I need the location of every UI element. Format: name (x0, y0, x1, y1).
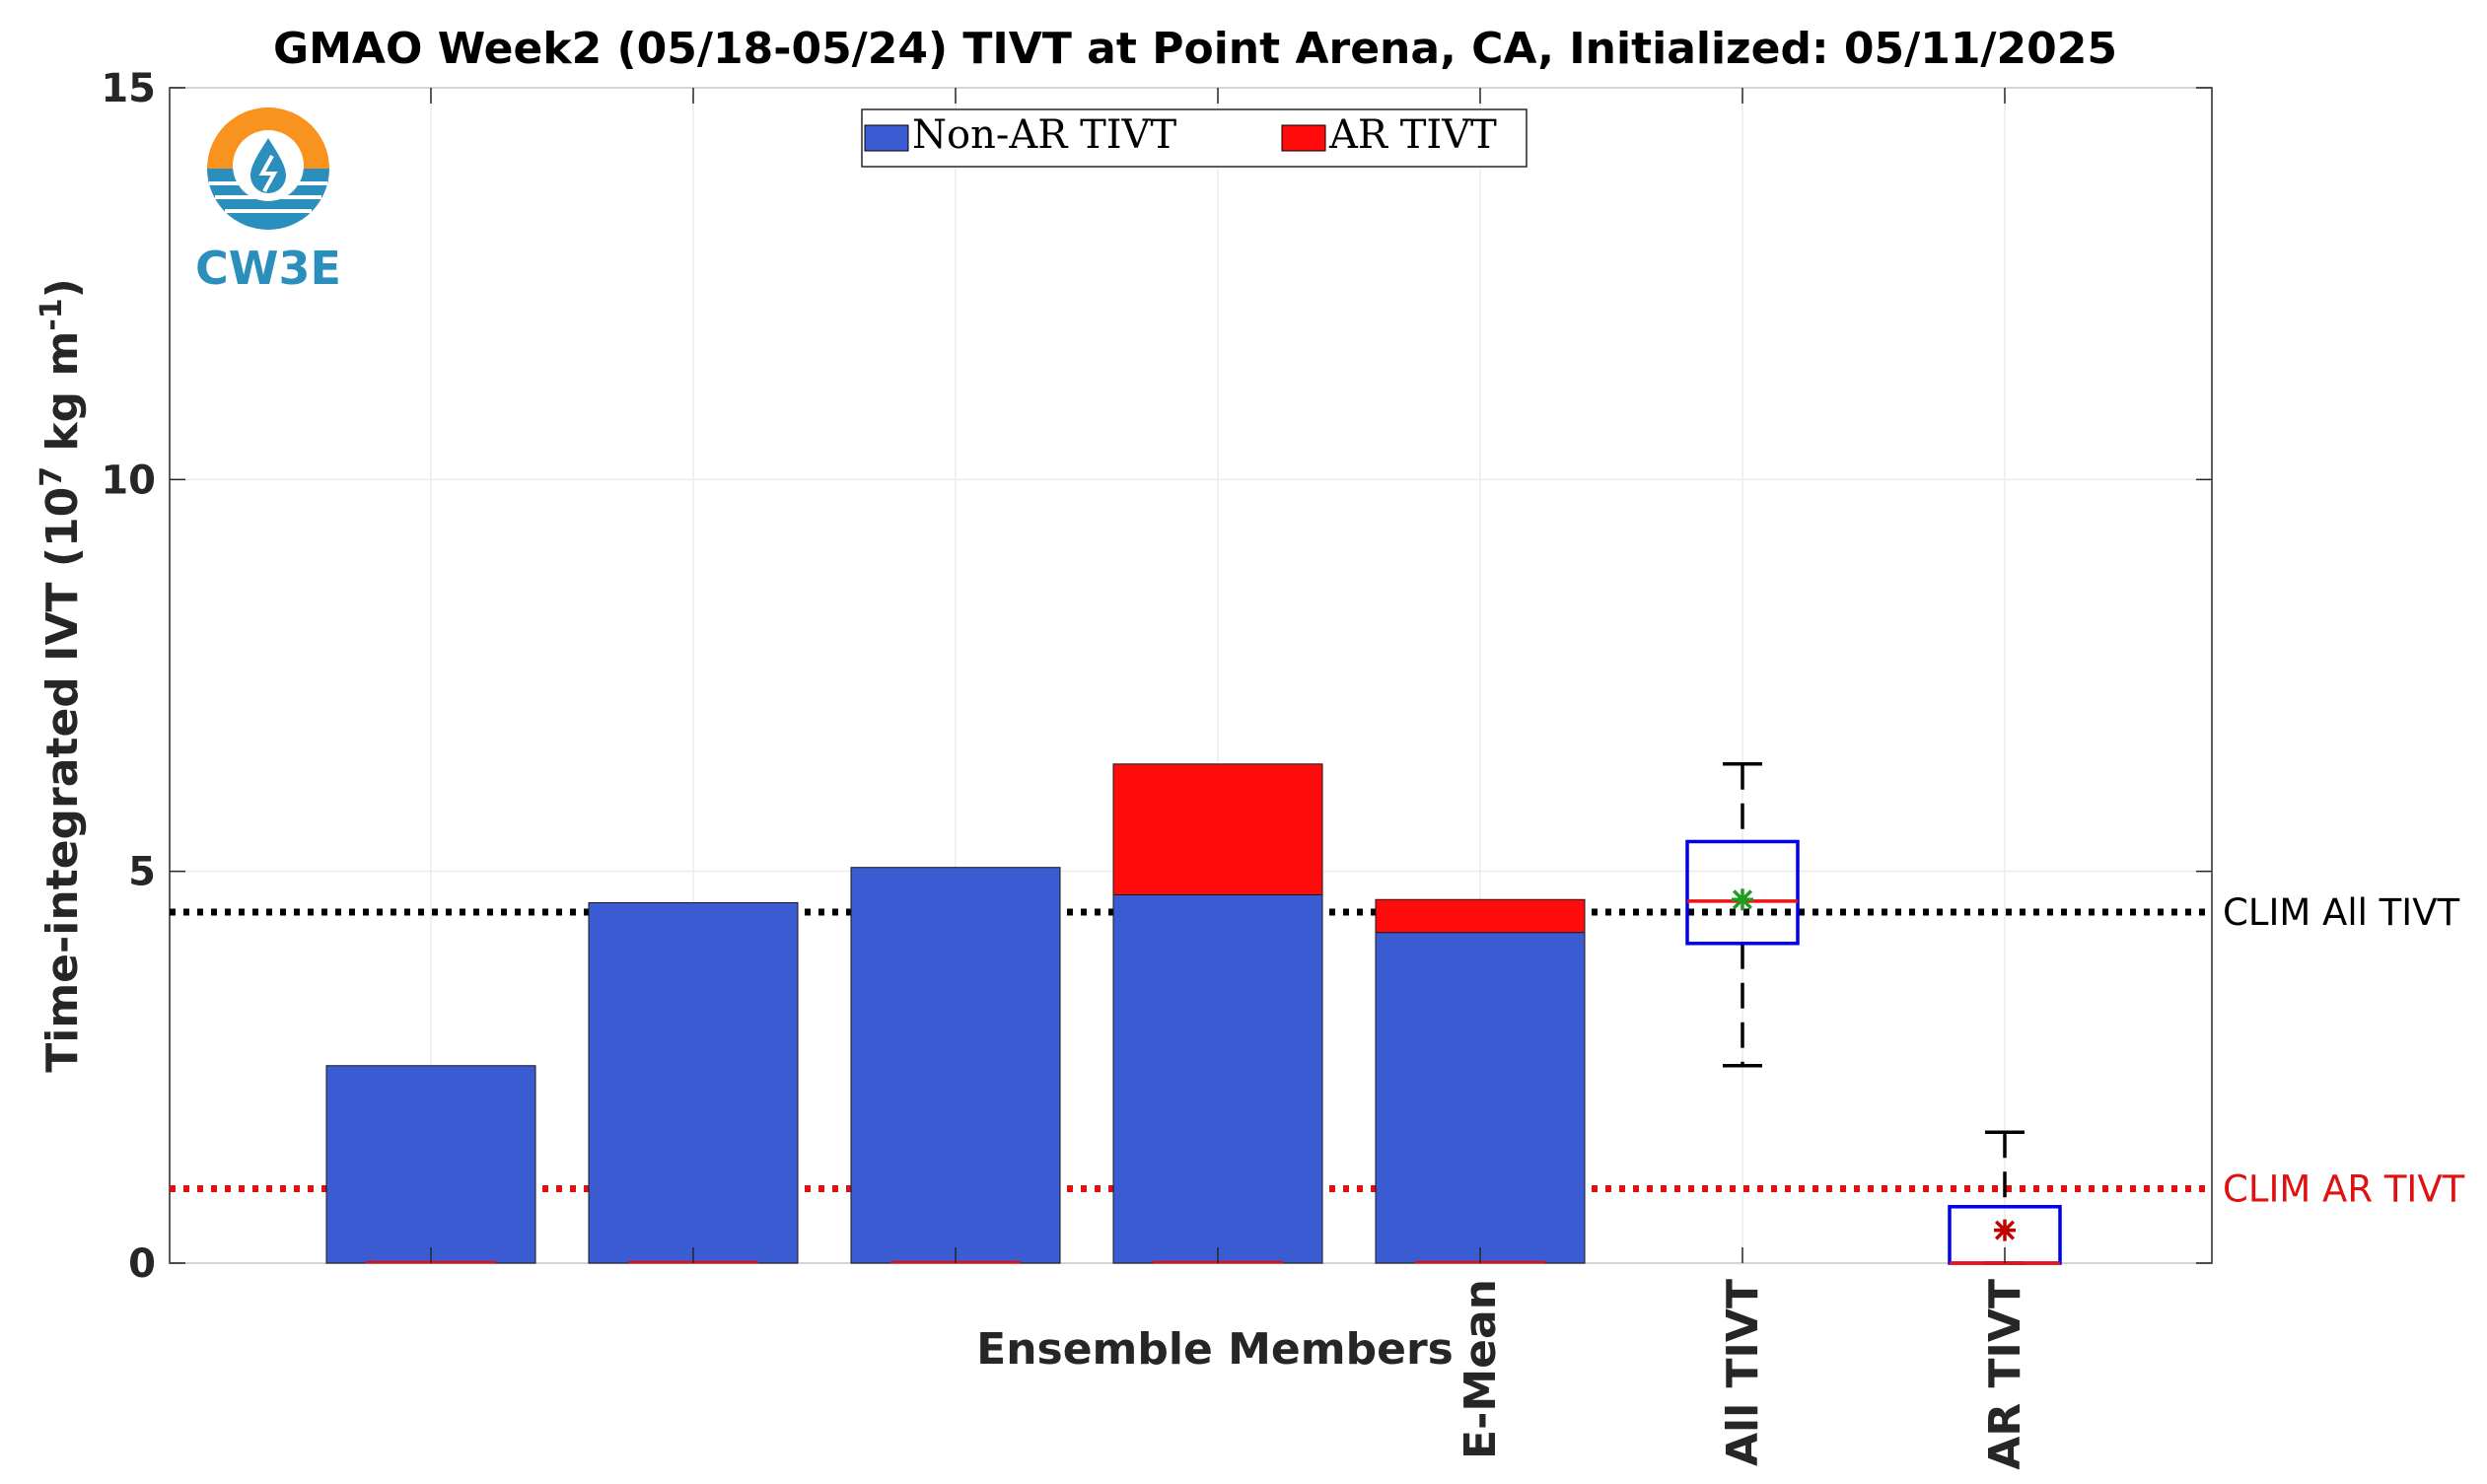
bar-ar (1112, 763, 1323, 896)
x-tick-label: All TIVT (1718, 1279, 1768, 1466)
x-tick-label: E-Mean (1456, 1279, 1506, 1459)
logo-text: CW3E (195, 242, 341, 295)
bar-non-ar (325, 1065, 536, 1264)
mean-marker (1994, 1219, 2016, 1241)
legend-box (861, 108, 1528, 168)
clim-ar-label: CLIM AR TIVT (2223, 1168, 2465, 1211)
boxplots (1685, 762, 2062, 1265)
cw3e-logo: CW3E (195, 107, 341, 295)
lightning-icon (258, 155, 278, 192)
bar-non-ar (850, 867, 1061, 1264)
y-tick-label: 15 (101, 66, 156, 111)
y-tick-label: 5 (128, 850, 156, 895)
clim-all-label: CLIM All TIVT (2223, 891, 2460, 934)
reference-lines (170, 908, 2212, 1193)
box (1685, 839, 1800, 946)
legend: Non-AR TIVT AR TIVT (861, 108, 1528, 168)
x-tick-label: AR TIVT (1980, 1279, 2030, 1470)
mean-marker (1732, 888, 1753, 911)
y-axis-label: Time-integrated IVT (107 kg m-1) (35, 278, 88, 1073)
bar-ar (1375, 898, 1586, 934)
mean-marker-stroke (1732, 889, 1753, 910)
x-axis-label: Ensemble Members (976, 1324, 1454, 1375)
bars (325, 763, 1586, 1264)
legend-swatch-ar (1281, 124, 1326, 152)
y-tick-label: 10 (101, 458, 156, 503)
bar-non-ar (1375, 932, 1586, 1264)
legend-swatch-non-ar (864, 124, 909, 152)
ticks: 0 5 10 15 E-Mean All TIVT AR TIVT (101, 66, 2212, 1470)
chart-title: GMAO Week2 (05/18-05/24) TIVT at Point A… (273, 24, 2117, 74)
mean-marker-stroke (1994, 1220, 2016, 1240)
bar-non-ar (1112, 894, 1323, 1264)
legend-label-ar: AR TIVT (1328, 112, 1497, 158)
y-tick-label: 0 (128, 1241, 156, 1287)
bar-non-ar (588, 901, 799, 1264)
legend-label-non-ar: Non-AR TIVT (912, 112, 1176, 158)
